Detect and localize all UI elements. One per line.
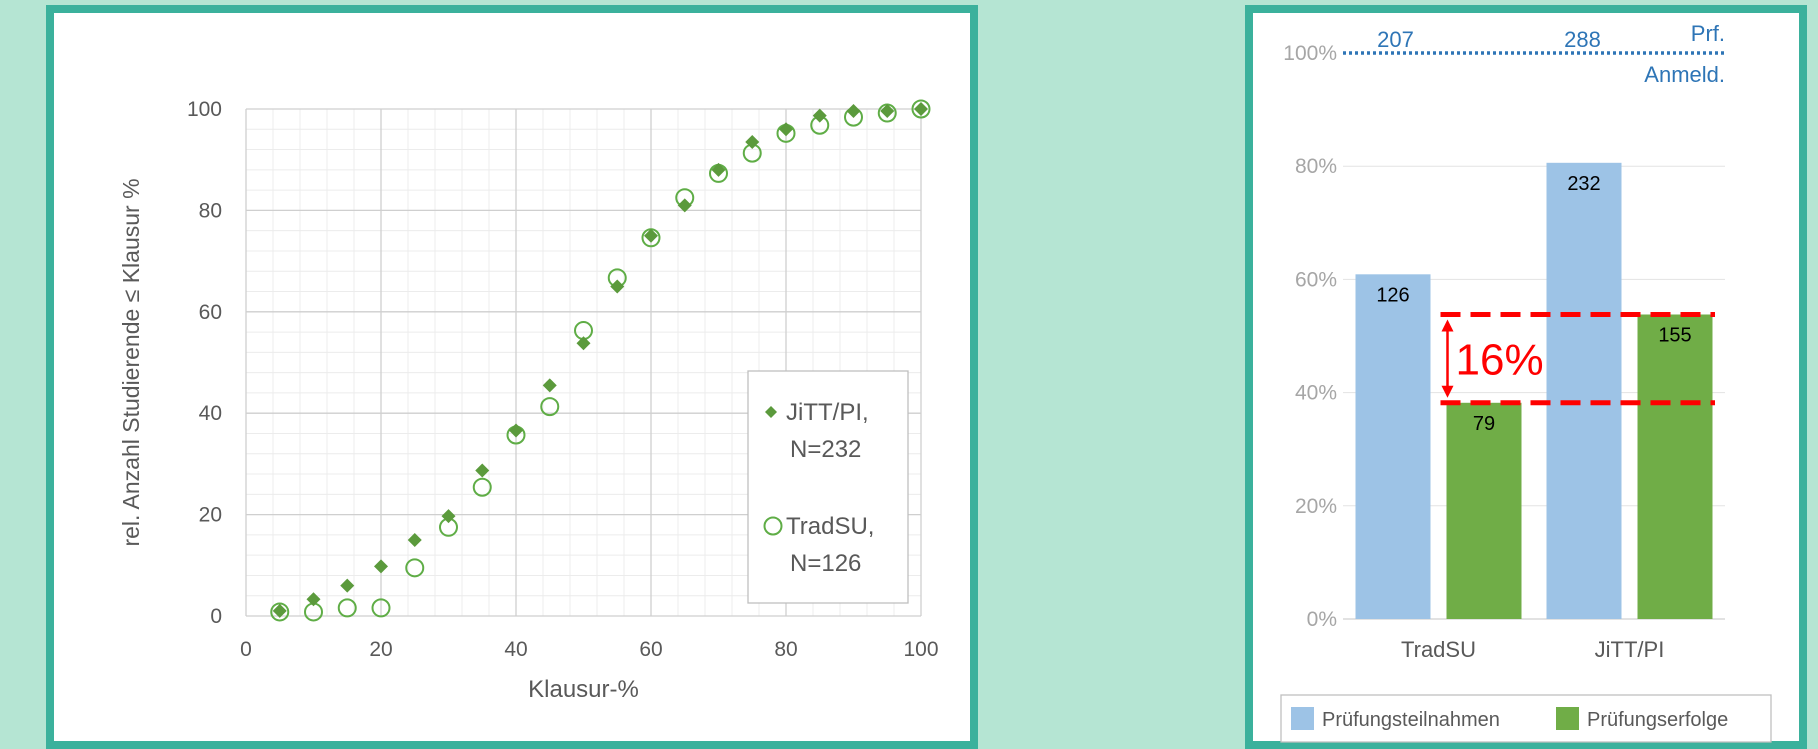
legend-label-tradsu-line1: TradSU,: [786, 513, 874, 540]
legend-circle-marker: [763, 516, 783, 536]
y-tick-label: 0: [210, 605, 222, 628]
bar-erfolge: [1446, 402, 1522, 619]
jitt-pi-point: [812, 108, 827, 123]
legend-label-teilnahmen: Prüfungsteilnahmen: [1322, 709, 1500, 731]
bar-chart: 0% 20% 40% 60% 80% 100% TradSU JiTT/PI 207 288 Prf…: [1280, 21, 1772, 743]
jitt-pi-point: [779, 122, 793, 137]
y-tick-label: 80: [199, 199, 222, 222]
legend-swatch-erfolge: [1556, 707, 1579, 730]
bar-value-label: 155: [1658, 324, 1691, 346]
tradsu-point: [371, 598, 391, 618]
legend-label-tradsu-line2: N=126: [790, 550, 861, 577]
tradsu-point: [270, 602, 290, 622]
bar-value-label: 126: [1376, 284, 1409, 306]
bar-value-label: 79: [1473, 413, 1495, 435]
legend-label-erfolge: Prüfungserfolge: [1587, 709, 1728, 731]
bar-value-label: 232: [1567, 173, 1600, 195]
difference-arrow-head-top: [1441, 319, 1454, 332]
legend-diamond-marker: [765, 406, 777, 418]
jitt-pi-point: [374, 559, 388, 574]
jitt-pi-point: [711, 162, 726, 177]
legend-label-jitt-line1: JiTT/PI,: [786, 399, 869, 426]
legend-box: [1280, 694, 1772, 743]
tradsu-point: [472, 477, 492, 497]
jitt-pi-point: [610, 279, 625, 294]
y-tick-label: 20: [199, 504, 222, 527]
bar-teilnahmen: [1355, 274, 1431, 619]
x-axis-title: Klausur-%: [528, 676, 639, 703]
jitt-pi-point: [576, 336, 591, 351]
y-tick-label: 0%: [1307, 608, 1337, 631]
legend-swatch-teilnahmen: [1291, 707, 1314, 730]
tradsu-point: [337, 598, 357, 618]
registration-count-tradsu: 207: [1377, 27, 1414, 52]
jitt-pi-point: [880, 104, 895, 119]
difference-label: 16%: [1456, 336, 1544, 385]
y-axis-title: rel. Anzahl Studierende ≤ Klausur %: [118, 178, 144, 546]
tradsu-point: [540, 397, 560, 417]
y-tick-label: 40%: [1295, 382, 1337, 405]
x-tick-label: 100: [903, 638, 938, 661]
jitt-pi-point: [475, 463, 490, 478]
y-tick-label: 40: [199, 402, 222, 425]
tradsu-point: [405, 558, 425, 578]
jitt-pi-point: [272, 603, 287, 618]
category-label: JiTT/PI: [1595, 637, 1665, 662]
difference-arrow-head-bottom: [1441, 385, 1454, 398]
registration-label-bottom: Anmeld.: [1644, 62, 1725, 87]
jitt-pi-point: [677, 198, 692, 213]
jitt-pi-point: [644, 228, 658, 243]
y-tick-label: 20%: [1295, 495, 1337, 518]
y-tick-label: 100%: [1283, 42, 1337, 65]
jitt-pi-point: [509, 423, 523, 438]
scatter-chart: 0 20 40 60 80 100 0 20 40 60 80 100 Klausur-% rel. An…: [118, 98, 939, 703]
x-tick-label: 0: [240, 638, 252, 661]
tradsu-point: [911, 99, 931, 119]
registration-label-top: Prf.: [1691, 21, 1725, 46]
x-tick-label: 60: [639, 638, 662, 661]
y-tick-label: 60: [199, 301, 222, 324]
y-tick-label: 80%: [1295, 155, 1337, 178]
jitt-pi-point: [340, 578, 355, 593]
y-tick-label: 100: [187, 98, 222, 121]
x-tick-label: 40: [504, 638, 527, 661]
jitt-pi-point: [846, 104, 861, 119]
jitt-pi-point: [306, 592, 321, 607]
jitt-pi-point: [745, 134, 760, 149]
legend-label-jitt-line2: N=232: [790, 436, 861, 463]
exam-results-panel: 0% 20% 40% 60% 80% 100% TradSU JiTT/PI 207 288 Prf…: [1245, 5, 1807, 749]
jitt-pi-point: [914, 102, 928, 116]
jitt-pi-point: [407, 532, 422, 547]
cumulative-distribution-panel: 0 20 40 60 80 100 0 20 40 60 80 100 Klausur-% rel. An…: [46, 5, 978, 749]
jitt-pi-point: [542, 378, 557, 393]
x-tick-label: 80: [774, 638, 797, 661]
legend-box: [747, 370, 909, 604]
x-tick-label: 20: [369, 638, 392, 661]
bar-teilnahmen: [1546, 162, 1622, 619]
category-label: TradSU: [1401, 637, 1476, 662]
bar-erfolge: [1637, 314, 1713, 619]
registration-count-jitt: 288: [1564, 27, 1601, 52]
y-tick-label: 60%: [1295, 268, 1337, 291]
